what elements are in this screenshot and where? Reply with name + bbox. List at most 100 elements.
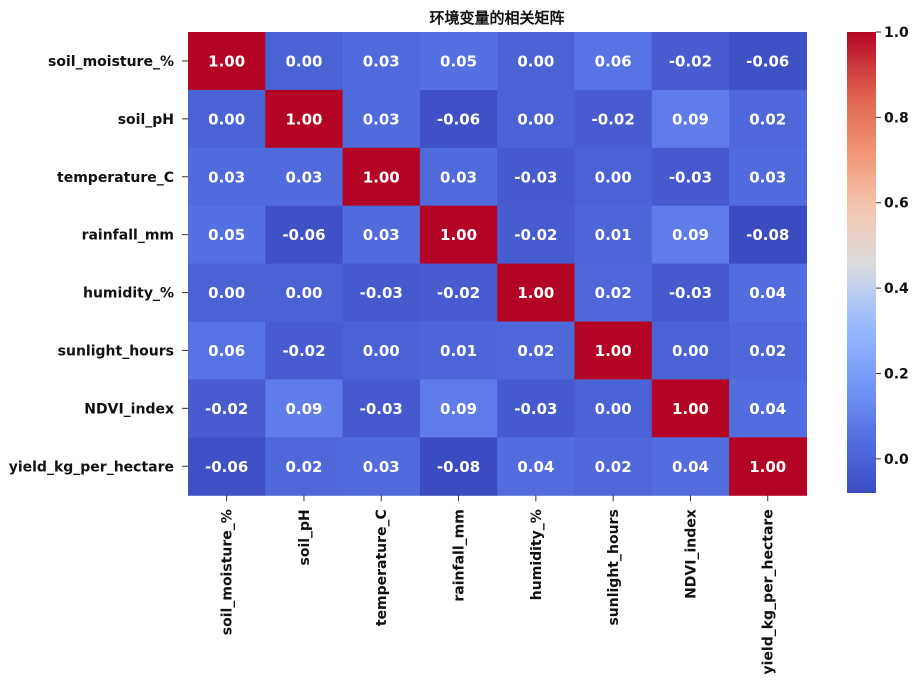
cell-value-label: 0.00 bbox=[595, 168, 632, 186]
cell-value-label: 0.03 bbox=[285, 168, 322, 186]
cell-value-label: 0.03 bbox=[208, 168, 245, 186]
heatmap-cell bbox=[651, 263, 730, 323]
heatmap-cell bbox=[497, 321, 576, 380]
y-axis-labels: soil_moisture_% soil_pH temperature_Crainf… bbox=[9, 54, 188, 475]
heatmap-cell bbox=[651, 89, 730, 149]
cell-value-label: -0.03 bbox=[514, 400, 557, 418]
cell-value-label: 0.03 bbox=[363, 458, 400, 476]
heatmap-cell bbox=[497, 437, 576, 496]
cell-value-label: -0.02 bbox=[592, 110, 635, 128]
colorbar: 0.0 0.2 0.4 0.6 0.8 1.0 bbox=[847, 25, 909, 493]
cell-value-label: 0.02 bbox=[285, 458, 322, 476]
heatmap-cell bbox=[419, 321, 498, 380]
cell-value-label: -0.02 bbox=[205, 400, 248, 418]
x-tick-label: sunlight_hours bbox=[606, 509, 622, 625]
heatmap-cell bbox=[419, 205, 498, 265]
heatmap-cell bbox=[188, 32, 266, 91]
cell-value-label: -0.03 bbox=[360, 284, 403, 302]
y-tick-label: soil_moisture_% bbox=[48, 54, 174, 70]
cell-value-label: 0.03 bbox=[363, 110, 400, 128]
heatmap-cell bbox=[497, 32, 576, 91]
cell-value-label: -0.08 bbox=[437, 458, 480, 476]
heatmap-cell bbox=[342, 205, 421, 265]
y-tick-label: humidity_% bbox=[83, 286, 174, 302]
heatmap-cell bbox=[265, 321, 344, 380]
cell-value-label: 0.00 bbox=[363, 342, 400, 360]
heatmap-cell bbox=[265, 89, 344, 149]
heatmap-cell bbox=[574, 379, 653, 438]
y-tick-label: temperature_C bbox=[57, 170, 174, 186]
cell-value-label: 1.00 bbox=[440, 226, 477, 244]
heatmap-cell bbox=[651, 437, 730, 496]
cell-value-label: 1.00 bbox=[363, 168, 400, 186]
cell-value-label: 0.00 bbox=[208, 284, 245, 302]
cell-value-label: 0.03 bbox=[363, 226, 400, 244]
heatmap-cell bbox=[574, 437, 653, 496]
cell-value-label: 0.01 bbox=[440, 342, 477, 360]
cell-value-label: -0.02 bbox=[669, 52, 712, 70]
heatmap-cell bbox=[419, 32, 498, 91]
heatmap-grid: 1.00 0.00 0.03 0.05 0.00 0.06 -0.02 -0.06 0.00 1.… bbox=[188, 32, 807, 496]
heatmap-cell bbox=[265, 379, 344, 438]
heatmap-cell bbox=[265, 263, 344, 323]
heatmap-cell bbox=[188, 437, 266, 496]
cell-value-label: -0.06 bbox=[437, 110, 480, 128]
heatmap-cell bbox=[188, 205, 266, 265]
y-tick-label: yield_kg_per_hectare bbox=[9, 459, 174, 475]
colorbar-tick-label: 0.0 bbox=[884, 452, 909, 468]
cell-value-label: -0.02 bbox=[514, 226, 557, 244]
heatmap-cell bbox=[497, 263, 576, 323]
cell-value-label: 1.00 bbox=[517, 284, 554, 302]
cell-value-label: 0.02 bbox=[749, 342, 786, 360]
x-tick-label: yield_kg_per_hectare bbox=[761, 509, 777, 674]
heatmap-cell bbox=[574, 147, 653, 207]
colorbar-gradient bbox=[847, 32, 876, 493]
heatmap-cell bbox=[188, 89, 266, 149]
cell-value-label: -0.08 bbox=[746, 226, 789, 244]
cell-value-label: -0.03 bbox=[514, 168, 557, 186]
heatmap-cell bbox=[342, 379, 421, 438]
heatmap-cell bbox=[497, 89, 576, 149]
heatmap-cell bbox=[574, 321, 653, 380]
cell-value-label: 0.00 bbox=[517, 110, 554, 128]
x-tick-label: temperature_C bbox=[374, 509, 390, 626]
cell-value-label: 0.06 bbox=[208, 342, 245, 360]
heatmap-cell bbox=[342, 89, 421, 149]
y-tick-label: soil_pH bbox=[118, 112, 174, 128]
cell-value-label: -0.02 bbox=[437, 284, 480, 302]
x-tick-label: NDVI_index bbox=[683, 509, 699, 599]
x-tick-label: rainfall_mm bbox=[452, 509, 468, 601]
heatmap-cell bbox=[574, 32, 653, 91]
heatmap-cell bbox=[265, 205, 344, 265]
cell-value-label: 1.00 bbox=[595, 342, 632, 360]
cell-value-label: 0.04 bbox=[517, 458, 554, 476]
heatmap-cell bbox=[419, 89, 498, 149]
heatmap-cell bbox=[188, 379, 266, 438]
heatmap-cell bbox=[651, 379, 730, 438]
heatmap-cell bbox=[342, 263, 421, 323]
x-tick-label: soil_moisture_% bbox=[220, 509, 236, 635]
heatmap-cell bbox=[188, 263, 266, 323]
x-tick-label: humidity_% bbox=[529, 509, 545, 600]
cell-value-label: 0.01 bbox=[595, 226, 632, 244]
heatmap-cell bbox=[497, 379, 576, 438]
cell-value-label: 1.00 bbox=[672, 400, 709, 418]
cell-value-label: 0.04 bbox=[749, 400, 786, 418]
cell-value-label: -0.02 bbox=[282, 342, 325, 360]
heatmap-cell bbox=[729, 89, 807, 149]
cell-value-label: 0.09 bbox=[672, 226, 709, 244]
cell-value-label: 0.09 bbox=[672, 110, 709, 128]
cell-value-label: 0.04 bbox=[749, 284, 786, 302]
cell-value-label: -0.03 bbox=[669, 168, 712, 186]
heatmap-cell bbox=[729, 379, 807, 438]
cell-value-label: 0.00 bbox=[285, 284, 322, 302]
colorbar-tick-label: 0.4 bbox=[884, 281, 909, 297]
cell-value-label: 1.00 bbox=[208, 52, 245, 70]
heatmap-cell bbox=[651, 147, 730, 207]
heatmap-cell bbox=[342, 321, 421, 380]
cell-value-label: 0.09 bbox=[440, 400, 477, 418]
cell-value-label: 0.06 bbox=[595, 52, 632, 70]
heatmap-cell bbox=[729, 147, 807, 207]
colorbar-tick-label: 0.2 bbox=[884, 366, 909, 382]
